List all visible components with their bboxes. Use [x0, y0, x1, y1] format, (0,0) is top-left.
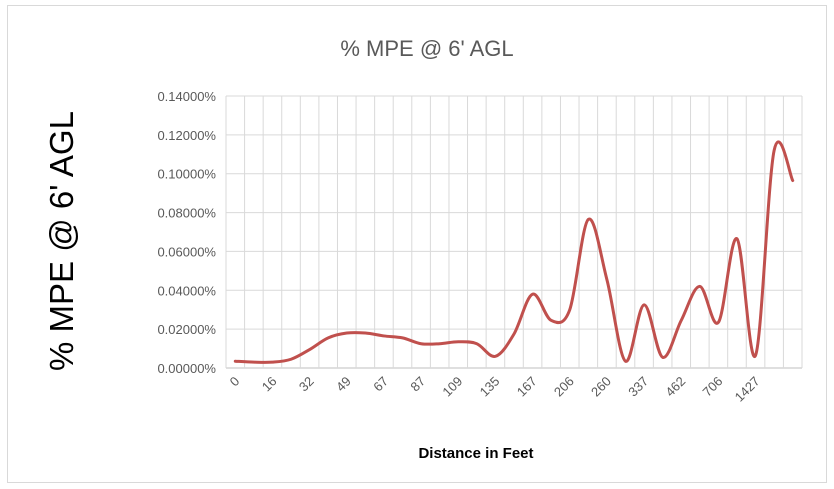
- y-tick-label: 0.12000%: [157, 128, 216, 143]
- x-tick-label: 0: [227, 374, 243, 390]
- y-tick-label: 0.00000%: [157, 361, 216, 376]
- x-tick-label: 135: [477, 374, 503, 400]
- x-tick-label: 67: [370, 374, 391, 395]
- x-tick-label: 16: [259, 374, 280, 395]
- x-tick-label: 32: [296, 374, 317, 395]
- x-tick-label: 206: [551, 374, 577, 400]
- chart-title: % MPE @ 6' AGL: [340, 36, 513, 61]
- x-tick-label: 260: [588, 374, 614, 400]
- x-tick-label: 1427: [732, 374, 763, 405]
- y-tick-label: 0.10000%: [157, 167, 216, 182]
- x-tick-label: 87: [407, 374, 428, 395]
- x-tick-label: 462: [662, 374, 688, 400]
- x-axis-label: Distance in Feet: [418, 445, 533, 462]
- y-tick-label: 0.02000%: [157, 322, 216, 337]
- y-tick-label: 0.14000%: [157, 89, 216, 104]
- x-tick-label: 109: [439, 374, 465, 400]
- y-tick-label: 0.06000%: [157, 244, 216, 259]
- x-tick-label: 49: [333, 374, 354, 395]
- x-tick-label: 337: [625, 374, 651, 400]
- chart-frame: % MPE @ 6' AGL 0.00000% 0.02000% 0.04000% 0…: [7, 5, 827, 483]
- y-tick-label: 0.04000%: [157, 283, 216, 298]
- y-axis-ticks: 0.00000% 0.02000% 0.04000% 0.06000% 0.08000%…: [157, 89, 216, 376]
- x-axis-ticks: 0 16 32 49 67 87 109 135 167 206 260 337 462 706 1427: [227, 374, 763, 405]
- series-line: [233, 140, 795, 364]
- y-tick-label: 0.08000%: [157, 206, 216, 221]
- y-axis-label: % MPE @ 6' AGL: [43, 111, 80, 371]
- chart: % MPE @ 6' AGL 0.00000%0.02000%0.04000%0…: [43, 36, 803, 462]
- x-tick-label: 706: [700, 374, 726, 400]
- gridlines: [225, 95, 803, 369]
- x-tick-label: 167: [514, 374, 540, 400]
